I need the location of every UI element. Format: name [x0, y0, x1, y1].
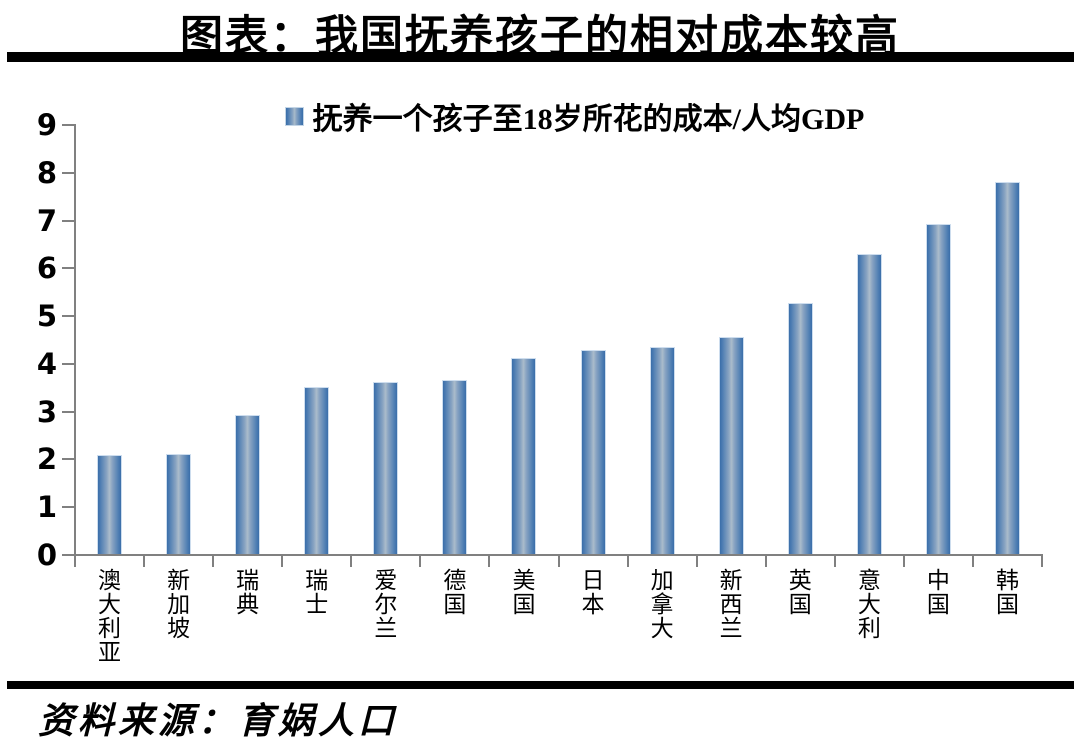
- bar: [650, 347, 674, 555]
- x-category-label: 加拿大: [650, 568, 674, 641]
- x-tick-mark: [143, 556, 146, 567]
- title-divider: [7, 52, 1074, 62]
- legend-swatch-icon: [285, 107, 303, 125]
- bar: [512, 358, 536, 555]
- x-category-label: 瑞典: [236, 568, 260, 617]
- x-tick-mark: [971, 556, 974, 567]
- x-tick-mark: [833, 556, 836, 567]
- bar: [167, 454, 191, 555]
- y-tick-label: 6: [36, 251, 57, 286]
- x-category-label: 韩国: [995, 568, 1019, 617]
- y-tick-label: 0: [36, 538, 57, 572]
- x-tick-mark: [212, 556, 215, 567]
- x-category-label: 日本: [581, 568, 605, 617]
- y-tick-mark: [62, 410, 74, 413]
- y-tick-mark: [62, 124, 74, 126]
- y-tick-mark: [62, 458, 74, 461]
- y-tick-label: 2: [36, 442, 57, 477]
- bar: [374, 383, 398, 555]
- x-category-label: 意大利: [857, 568, 881, 641]
- y-tick-mark: [62, 219, 74, 222]
- x-tick-mark: [764, 556, 767, 567]
- y-axis-line: [74, 124, 76, 567]
- x-tick-mark: [488, 556, 491, 567]
- x-category-label: 澳大利亚: [98, 568, 122, 665]
- x-category-label: 美国: [512, 568, 536, 617]
- x-category-label: 新加坡: [167, 568, 191, 641]
- y-tick-label: 9: [36, 108, 57, 142]
- x-axis-line: [74, 554, 1043, 556]
- y-tick-label: 4: [36, 346, 57, 381]
- legend-label: 抚养一个孩子至18岁所花的成本/人均GDP: [312, 103, 865, 136]
- x-tick-mark: [626, 556, 629, 567]
- x-tick-mark: [350, 556, 353, 567]
- source-note: 资料来源：育娲人口: [38, 701, 399, 741]
- bar: [926, 225, 950, 555]
- y-tick-mark: [62, 171, 74, 174]
- y-tick-label: 7: [36, 203, 57, 238]
- y-tick-mark: [62, 362, 74, 365]
- y-tick-mark: [62, 267, 74, 270]
- y-tick-label: 3: [36, 394, 57, 429]
- x-tick-mark: [557, 556, 560, 567]
- bar: [788, 304, 812, 555]
- y-tick-label: 8: [36, 155, 57, 190]
- bar: [857, 254, 881, 555]
- x-category-label: 新西兰: [719, 568, 743, 641]
- bar: [995, 182, 1019, 555]
- x-category-label: 瑞士: [305, 568, 329, 617]
- x-tick-mark: [74, 556, 76, 567]
- x-tick-mark: [1041, 556, 1043, 567]
- footer-divider: [7, 681, 1074, 689]
- x-tick-mark: [419, 556, 422, 567]
- x-category-label: 德国: [443, 568, 467, 617]
- y-tick-mark: [62, 506, 74, 509]
- y-tick-mark: [62, 315, 74, 318]
- bar: [443, 381, 467, 555]
- x-category-label: 英国: [788, 568, 812, 617]
- x-tick-mark: [281, 556, 284, 567]
- y-tick-mark: [62, 554, 74, 556]
- chart-legend: 抚养一个孩子至18岁所花的成本/人均GDP: [0, 94, 1080, 138]
- bar: [236, 415, 260, 555]
- x-tick-mark: [695, 556, 698, 567]
- bar: [305, 387, 329, 555]
- x-category-label: 爱尔兰: [374, 568, 398, 641]
- bar: [581, 351, 605, 555]
- x-tick-mark: [902, 556, 905, 567]
- y-tick-label: 1: [36, 490, 57, 525]
- bar: [719, 337, 743, 555]
- bar: [98, 455, 122, 555]
- x-category-label: 中国: [926, 568, 950, 617]
- y-tick-label: 5: [36, 299, 57, 334]
